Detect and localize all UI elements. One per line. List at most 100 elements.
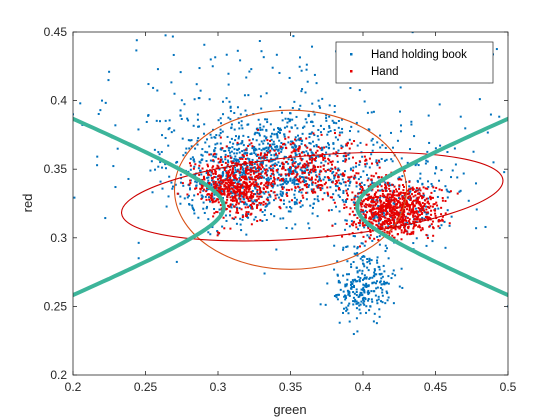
data-point <box>232 161 235 164</box>
data-point <box>326 186 329 189</box>
data-point <box>197 125 200 128</box>
data-point <box>421 207 424 210</box>
data-point <box>306 164 309 167</box>
data-point <box>245 187 248 190</box>
data-point <box>298 186 301 189</box>
data-point <box>376 162 379 165</box>
data-point <box>250 167 253 170</box>
data-point <box>242 170 245 173</box>
data-point <box>255 148 258 151</box>
data-point <box>387 225 390 228</box>
data-point <box>264 190 267 193</box>
data-point <box>259 209 262 212</box>
data-point <box>399 124 402 127</box>
data-point <box>216 198 219 201</box>
data-point <box>256 167 259 170</box>
data-point <box>371 188 374 191</box>
data-point <box>226 159 229 162</box>
data-point <box>256 163 259 166</box>
data-point <box>358 293 361 296</box>
data-point <box>276 184 279 187</box>
data-point <box>362 263 365 266</box>
data-point <box>371 215 374 218</box>
data-point <box>265 137 268 140</box>
data-point <box>409 233 412 236</box>
data-point <box>367 227 370 230</box>
data-point <box>245 214 248 217</box>
data-point <box>421 228 424 231</box>
data-point <box>382 208 385 211</box>
data-point <box>305 198 308 201</box>
data-point <box>336 185 339 188</box>
data-point <box>280 148 283 151</box>
data-point <box>441 197 444 200</box>
data-point <box>312 164 315 167</box>
data-point <box>361 269 364 272</box>
data-point <box>358 308 361 311</box>
data-point <box>219 179 222 182</box>
data-point <box>381 275 384 278</box>
data-point <box>335 296 338 299</box>
data-point <box>342 274 345 277</box>
data-point <box>459 115 462 118</box>
data-point <box>394 203 397 206</box>
data-point <box>238 127 241 130</box>
data-point <box>277 127 280 130</box>
data-point <box>252 170 255 173</box>
data-point <box>386 217 389 220</box>
data-point <box>366 225 369 228</box>
data-point <box>210 153 213 156</box>
data-point <box>296 173 299 176</box>
data-point <box>228 100 231 103</box>
data-point <box>256 127 259 130</box>
data-point <box>352 234 355 237</box>
data-point <box>426 211 429 214</box>
data-point <box>235 158 238 161</box>
data-point <box>219 158 222 161</box>
data-point <box>399 205 402 208</box>
data-point <box>241 153 244 156</box>
data-point <box>240 156 243 159</box>
data-point <box>287 172 290 175</box>
data-point <box>375 299 378 302</box>
data-point <box>312 202 315 205</box>
data-point <box>350 125 353 128</box>
data-point <box>229 204 232 207</box>
data-point <box>355 185 358 188</box>
data-point <box>445 188 448 191</box>
data-point <box>251 145 254 148</box>
data-point <box>222 216 225 219</box>
data-point <box>329 170 332 173</box>
data-point <box>196 113 199 116</box>
data-point <box>374 203 377 206</box>
data-point <box>281 167 284 170</box>
data-point <box>288 76 291 79</box>
data-point <box>437 225 440 228</box>
data-point <box>182 184 185 187</box>
data-point <box>421 209 424 212</box>
data-point <box>194 163 197 166</box>
data-point <box>152 86 155 89</box>
data-point <box>228 171 231 174</box>
data-point <box>420 229 423 232</box>
data-point <box>244 161 247 164</box>
data-point <box>294 165 297 168</box>
data-point <box>228 189 231 192</box>
data-point <box>323 155 326 158</box>
data-point <box>392 207 395 210</box>
data-point <box>330 209 333 212</box>
data-point <box>399 130 402 133</box>
data-point <box>372 110 375 113</box>
data-point <box>316 195 319 198</box>
data-point <box>202 201 205 204</box>
data-point <box>448 222 451 225</box>
data-point <box>454 163 457 166</box>
data-point <box>221 147 224 150</box>
data-point <box>360 191 363 194</box>
data-point <box>378 166 381 169</box>
data-point <box>347 290 350 293</box>
data-point <box>387 217 390 220</box>
data-point <box>230 179 233 182</box>
data-point <box>340 182 343 185</box>
data-point <box>337 176 340 179</box>
